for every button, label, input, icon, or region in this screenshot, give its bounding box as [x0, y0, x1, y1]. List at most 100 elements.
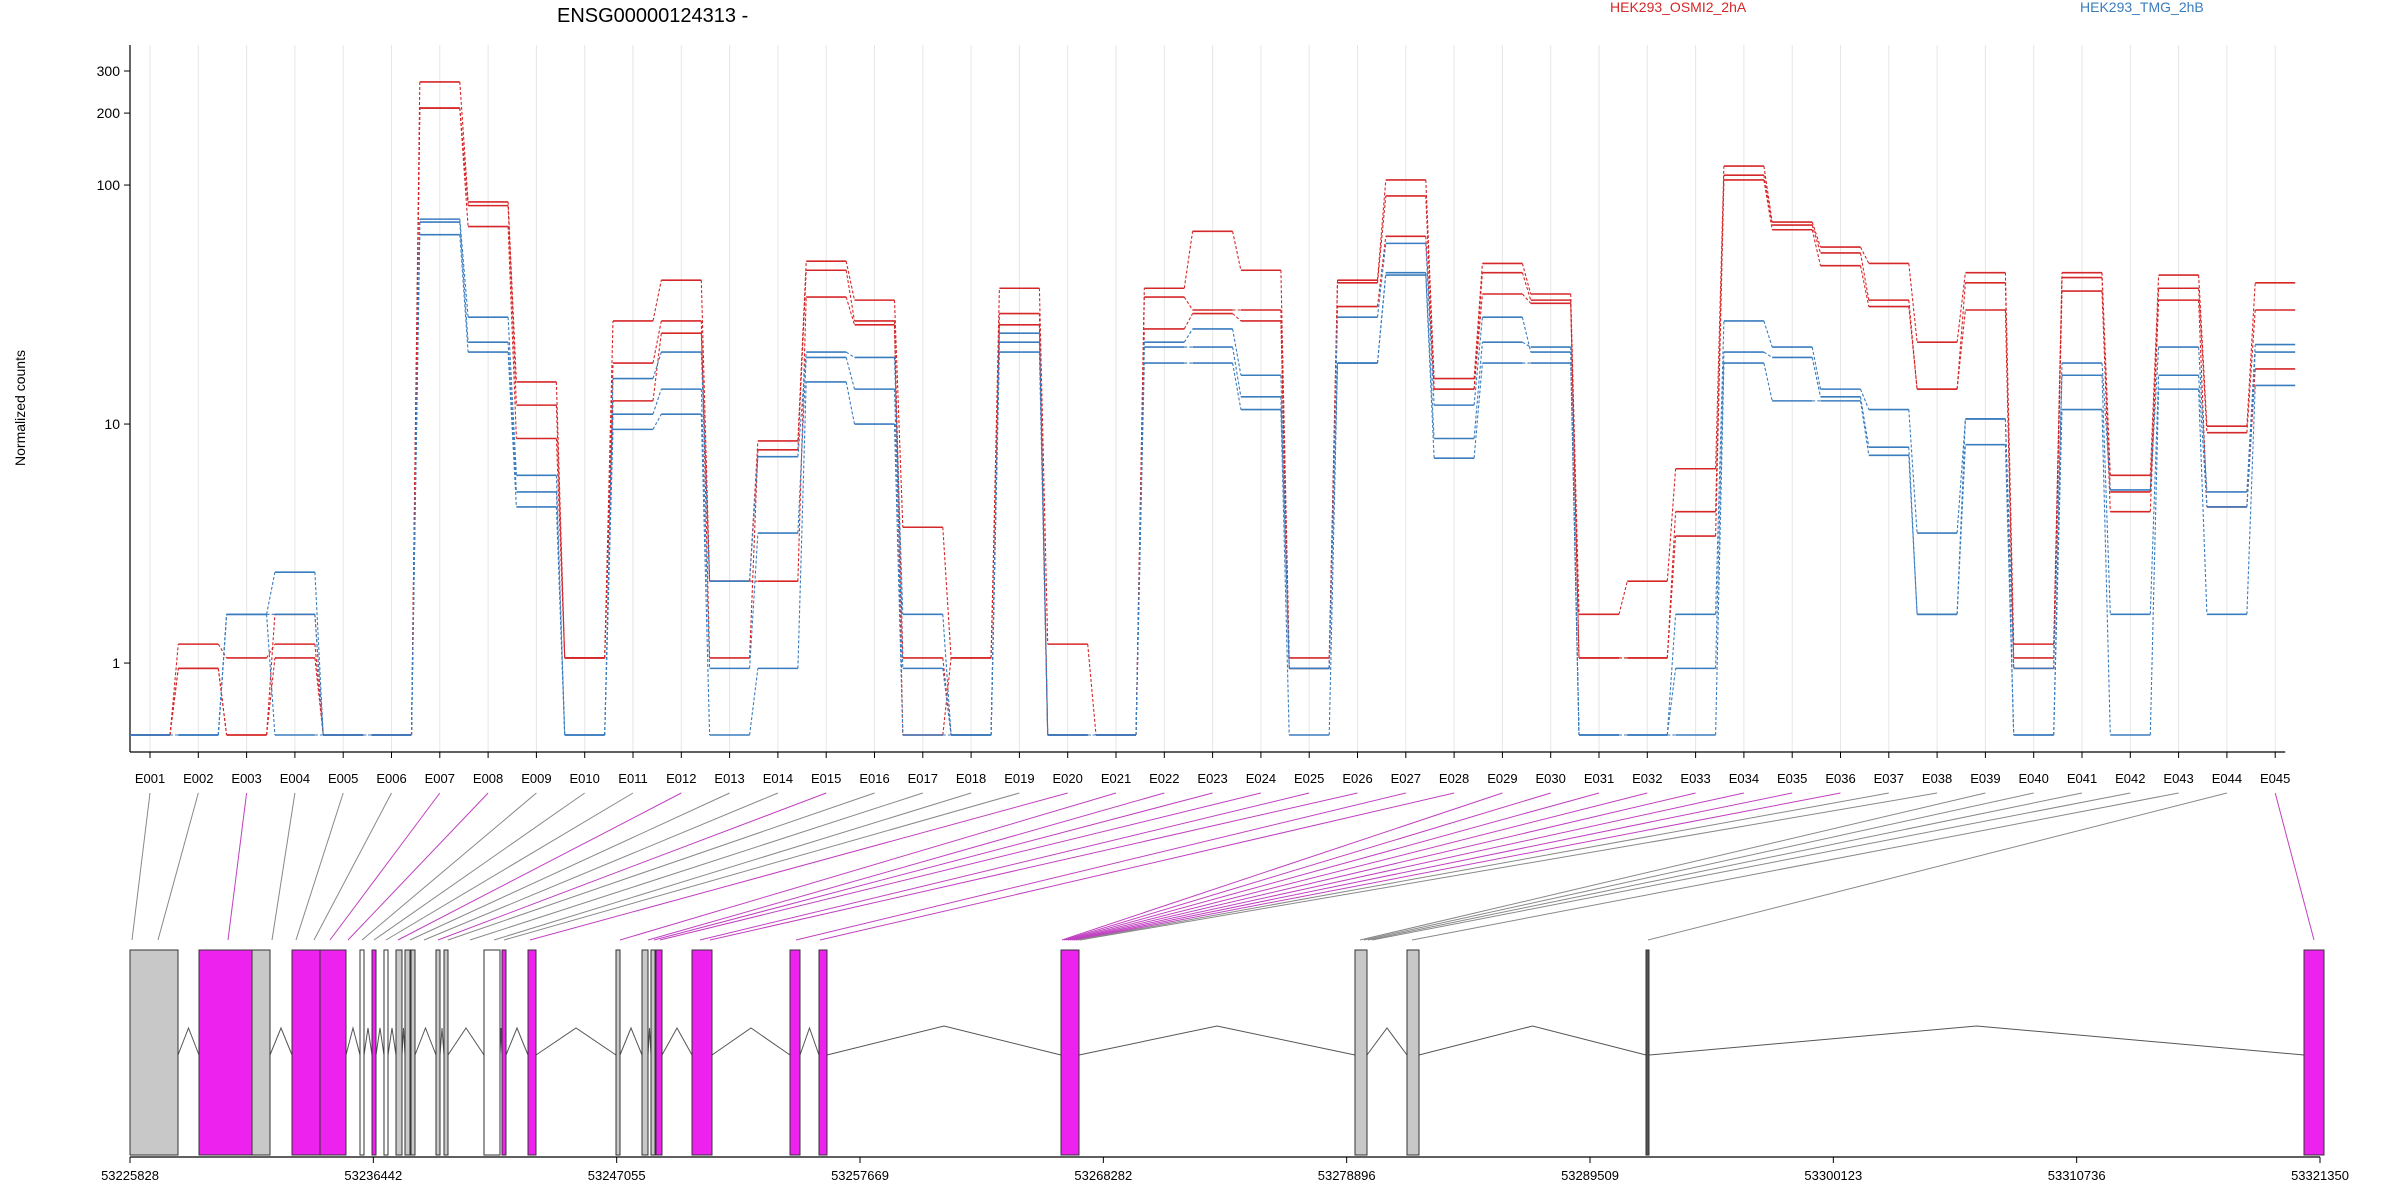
x-tick-label: E017	[908, 771, 938, 786]
connector-segment	[2101, 362, 2111, 490]
x-tick-label: E012	[666, 771, 696, 786]
connector-segment	[266, 572, 276, 615]
x-tick-label: E024	[1246, 771, 1276, 786]
vertical-gridlines	[149, 45, 2276, 752]
x-tick-label: E011	[618, 771, 647, 786]
connector-segment	[893, 424, 904, 736]
exon-connector	[313, 792, 392, 941]
gene-model	[129, 949, 2325, 1156]
connector-segment	[2246, 282, 2256, 427]
connector-segment	[1666, 614, 1677, 736]
connector-segment	[942, 614, 952, 736]
connector-segment	[555, 475, 566, 736]
x-tick-label: E015	[811, 771, 841, 786]
exon-block	[410, 949, 416, 1156]
x-tick-label: E035	[1777, 771, 1807, 786]
x-tick-label: E027	[1391, 771, 1421, 786]
connector-segment	[1135, 363, 1145, 736]
connector-segment	[2198, 389, 2208, 615]
connector-segment	[1425, 236, 1435, 390]
exon-connector	[1411, 792, 2179, 941]
connector-segment	[1763, 351, 1773, 358]
exon-connector	[1071, 792, 1745, 941]
connector-segment	[1763, 166, 1773, 223]
intron	[269, 1026, 293, 1056]
connector-segment	[1715, 179, 1725, 537]
intron	[535, 1027, 617, 1056]
exon-connector	[653, 792, 1213, 941]
x-tick-label: E042	[2115, 771, 2145, 786]
connector-segment	[797, 352, 807, 457]
connector-segment	[266, 643, 276, 659]
connector-segment	[1811, 224, 1822, 254]
coordinate-tick-label: 53278896	[1318, 1168, 1376, 1183]
x-tick-label: E004	[280, 771, 310, 786]
connector-segment	[942, 657, 952, 736]
exon-connector	[361, 792, 537, 941]
connector-segment	[1425, 243, 1435, 406]
connector-segment	[459, 219, 469, 318]
exon-block	[198, 949, 253, 1156]
connector-segment	[2246, 368, 2256, 507]
exon-block	[129, 949, 179, 1156]
connector-segment	[845, 357, 856, 390]
connector-segment	[1328, 280, 1339, 658]
intron	[1366, 1027, 1408, 1056]
connector-segment	[942, 657, 952, 736]
connector-segment	[845, 270, 856, 322]
connector-segment	[1811, 229, 1822, 266]
y-tick-label: 200	[97, 105, 121, 121]
connector-segment	[1376, 275, 1387, 364]
connector-segment	[1280, 409, 1290, 736]
coordinate-tick-label: 53236442	[344, 1168, 402, 1183]
exon-connector	[295, 792, 344, 941]
y-tick-label: 10	[104, 416, 120, 432]
x-tick-label: E043	[2163, 771, 2193, 786]
x-tick-label: E016	[859, 771, 889, 786]
exon-block	[615, 949, 621, 1156]
connector-segment	[700, 389, 711, 669]
x-tick-label: E044	[2212, 771, 2242, 786]
intron	[711, 1027, 791, 1056]
connector-segment	[1763, 179, 1773, 230]
x-ticks: E001 E002 E003 E004 E005 E006 E007 E008 E009 E010…	[135, 752, 2290, 786]
intron	[799, 1026, 820, 1056]
x-tick-label: E005	[328, 771, 358, 786]
connector-segment	[1183, 296, 1194, 311]
connector-segment	[652, 413, 662, 430]
connector-segment	[410, 108, 421, 736]
connector-segment	[1763, 362, 1773, 401]
connector-segment	[652, 388, 662, 415]
connector-segment	[700, 352, 711, 582]
x-tick-label: E040	[2019, 771, 2049, 786]
x-tick-label: E038	[1922, 771, 1952, 786]
connector-segment	[1328, 317, 1339, 669]
connector-segment	[845, 381, 856, 425]
connector-segment	[1908, 409, 1918, 534]
connector-segment	[652, 320, 662, 364]
y-ticks: 1 10 100 200 300	[97, 63, 130, 671]
connector-segment	[169, 644, 179, 736]
x-tick-label: E010	[570, 771, 600, 786]
exon-block	[527, 949, 537, 1156]
exon-connector	[1075, 792, 1841, 941]
connector-segment	[1376, 195, 1387, 283]
coordinate-tick-label: 53310736	[2048, 1168, 2106, 1183]
exon-connector	[347, 792, 489, 941]
connector-segment	[990, 352, 1000, 736]
connector-segment	[1376, 179, 1387, 281]
connector-segment	[1666, 468, 1677, 582]
exon-block	[501, 949, 507, 1156]
connector-segment	[555, 438, 566, 659]
connector-segment	[1860, 246, 1870, 264]
connector-segment	[459, 234, 469, 353]
connector-segment	[652, 333, 662, 401]
connector-segment	[893, 357, 904, 615]
exon-connectors	[131, 792, 2315, 941]
exon-block	[371, 949, 377, 1156]
connector-segment	[1859, 252, 1870, 301]
connector-segment	[1521, 293, 1532, 304]
exon-connector	[699, 792, 1310, 941]
intron	[1648, 1025, 2305, 1056]
